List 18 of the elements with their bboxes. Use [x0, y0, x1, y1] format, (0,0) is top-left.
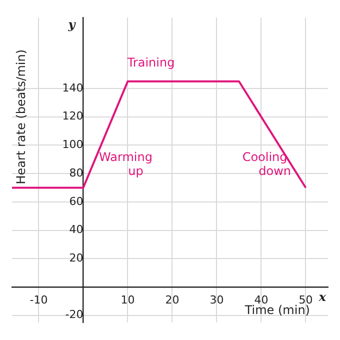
y-tick-label: -20 [65, 308, 84, 322]
y-tick-label: 120 [62, 110, 84, 123]
y-tick-label: 60 [69, 194, 84, 208]
x-tick-label: 10 [120, 293, 135, 306]
x-tick-label: 30 [210, 293, 224, 306]
x-tick-label: 20 [165, 293, 180, 306]
annotation: x [318, 290, 327, 304]
y-tick-label: 80 [69, 166, 84, 180]
y-axis-title: Heart rate (beats/min) [14, 49, 28, 184]
y-tick-label: 40 [69, 223, 84, 236]
y-tick-label: 20 [69, 251, 84, 264]
y-tick-label: 100 [62, 138, 84, 152]
x-tick-label: -10 [30, 293, 48, 306]
annotation: y [67, 18, 76, 32]
annotation: Training [126, 56, 175, 70]
y-tick-label: 140 [62, 81, 84, 94]
annotation: Warming up [99, 150, 152, 178]
annotation: Cooling down [242, 150, 291, 178]
